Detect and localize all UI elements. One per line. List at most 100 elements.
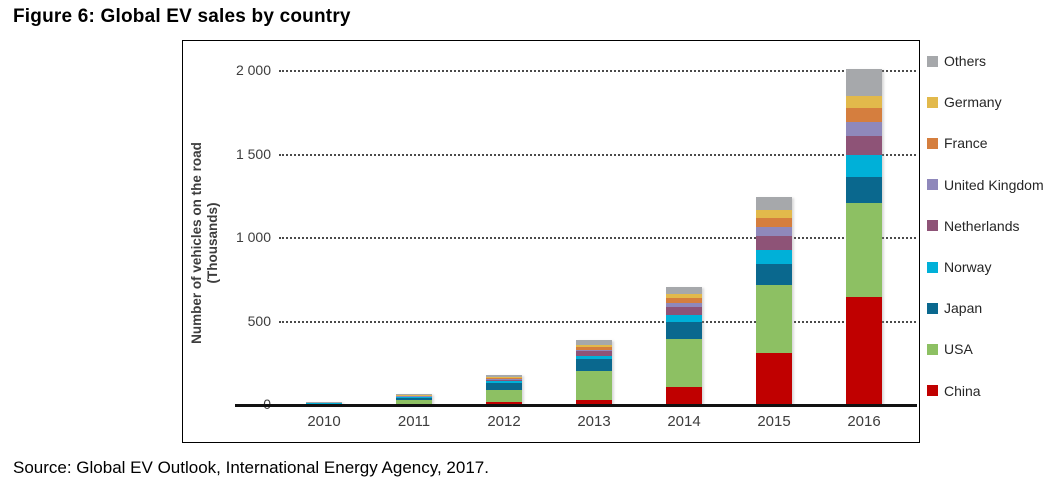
gridline-1500: [279, 153, 916, 156]
legend-swatch-icon: [927, 261, 938, 273]
bar-segment-united-kingdom-2015: [756, 227, 792, 236]
y-tick-label-1000: 1 000: [235, 229, 271, 245]
legend-swatch-icon: [927, 96, 938, 108]
legend-label: Japan: [944, 300, 983, 317]
legend-item-usa: USA: [927, 341, 973, 357]
legend-item-united-kingdom: United Kingdom: [927, 177, 1044, 193]
bar-segment-france-2011: [396, 395, 432, 397]
bar-segment-netherlands-2016: [846, 136, 882, 156]
bar-segment-france-2012: [486, 377, 522, 380]
bar-2016: [846, 68, 882, 405]
bar-segment-germany-2016: [846, 95, 882, 108]
legend-swatch-icon: [927, 137, 938, 149]
legend-label: Others: [944, 53, 987, 69]
legend-swatch-icon: [927, 302, 938, 314]
legend-swatch-icon: [927, 179, 938, 191]
bar-2015: [756, 196, 792, 405]
gridline-2000: [279, 70, 916, 72]
legend-label: China: [944, 382, 981, 399]
bar-segment-germany-2015: [756, 210, 792, 219]
bar-segment-usa-2015: [756, 285, 792, 353]
bar-segment-germany-2013: [576, 344, 612, 347]
bar-segment-netherlands-2012: [486, 380, 522, 382]
bar-segment-china-2015: [756, 352, 792, 405]
bar-segment-others-2014: [666, 286, 702, 295]
bar-segment-china-2016: [846, 296, 882, 405]
bar-segment-united-kingdom-2014: [666, 303, 702, 308]
y-tick-label-1500: 1 500: [235, 145, 271, 162]
bar-2013: [576, 340, 612, 405]
legend-swatch-icon: [927, 343, 938, 355]
y-tick-label-500: 500: [247, 312, 271, 329]
x-tick-label-2014: 2014: [667, 413, 701, 430]
bar-segment-france-2015: [756, 218, 792, 228]
bar-2014: [666, 286, 702, 405]
bar-segment-japan-2011: [396, 397, 432, 401]
bar-segment-others-2016: [846, 68, 882, 96]
bar-segment-china-2012: [486, 402, 522, 405]
bar-segment-others-2013: [576, 340, 612, 345]
bar-segment-norway-2016: [846, 155, 882, 178]
bar-segment-japan-2014: [666, 321, 702, 339]
bar-segment-netherlands-2015: [756, 235, 792, 251]
legend-swatch-icon: [927, 220, 938, 232]
bar-segment-germany-2012: [486, 376, 522, 378]
x-tick-label-2011: 2011: [397, 413, 431, 430]
x-tick-label-2013: 2013: [577, 413, 611, 430]
bar-segment-usa-2012: [486, 389, 522, 403]
legend-swatch-icon: [927, 385, 938, 397]
bar-2012: [486, 374, 522, 405]
bar-segment-norway-2012: [486, 381, 522, 383]
bar-segment-netherlands-2014: [666, 307, 702, 315]
legend-label: France: [944, 135, 988, 152]
bar-segment-japan-2012: [486, 382, 522, 390]
x-tick-label-2016: 2016: [847, 413, 881, 430]
bar-segment-china-2013: [576, 399, 612, 405]
legend-item-germany: Germany: [927, 94, 1002, 110]
legend-swatch-icon: [927, 55, 938, 67]
bar-segment-others-2011: [396, 394, 432, 396]
gridline-500: [279, 320, 916, 323]
bar-segment-japan-2015: [756, 264, 792, 286]
bar-segment-usa-2016: [846, 202, 882, 297]
legend-label: Germany: [944, 94, 1002, 111]
legend: Others Germany France United Kingdom Netherl…: [927, 40, 1055, 443]
bar-segment-japan-2010: [306, 403, 342, 405]
bar-segment-usa-2014: [666, 338, 702, 388]
legend-item-japan: Japan: [927, 300, 982, 316]
bar-segment-japan-2016: [846, 177, 882, 203]
bar-segment-usa-2011: [396, 400, 432, 404]
legend-label: Netherlands: [944, 217, 1020, 234]
legend-item-france: France: [927, 135, 988, 151]
x-tick-label-2012: 2012: [487, 413, 521, 430]
bar-segment-germany-2014: [666, 294, 702, 299]
figure-title: Figure 6: Global EV sales by country: [13, 6, 351, 27]
bar-segment-usa-2013: [576, 371, 612, 400]
legend-item-netherlands: Netherlands: [927, 218, 1020, 234]
bar-segment-china-2014: [666, 387, 702, 405]
x-axis-line: [235, 404, 917, 407]
legend-label: Norway: [944, 259, 992, 275]
y-tick-label-2000: 2 000: [235, 62, 271, 78]
bar-segment-united-kingdom-2013: [576, 349, 612, 352]
legend-item-norway: Norway: [927, 259, 991, 275]
legend-label: USA: [944, 341, 973, 358]
bar-segment-norway-2015: [756, 250, 792, 265]
x-tick-label-2015: 2015: [757, 413, 791, 430]
chart-frame: Number of vehicles on the road (Thousand…: [182, 40, 920, 443]
x-tick-label-2010: 2010: [307, 413, 341, 430]
bar-segment-norway-2014: [666, 314, 702, 322]
bar-segment-france-2014: [666, 298, 702, 304]
bar-segment-others-2012: [486, 374, 522, 377]
bar-segment-france-2013: [576, 346, 612, 350]
legend-label: United Kingdom: [944, 176, 1044, 193]
bar-segment-norway-2013: [576, 356, 612, 360]
bar-segment-netherlands-2013: [576, 351, 612, 357]
legend-item-others: Others: [927, 53, 986, 69]
bar-segment-france-2016: [846, 107, 882, 122]
legend-item-china: China: [927, 383, 981, 399]
gridline-1000: [279, 237, 916, 239]
bar-segment-united-kingdom-2012: [486, 379, 522, 381]
bar-segment-united-kingdom-2016: [846, 121, 882, 137]
source-note: Source: Global EV Outlook, International…: [13, 458, 489, 477]
